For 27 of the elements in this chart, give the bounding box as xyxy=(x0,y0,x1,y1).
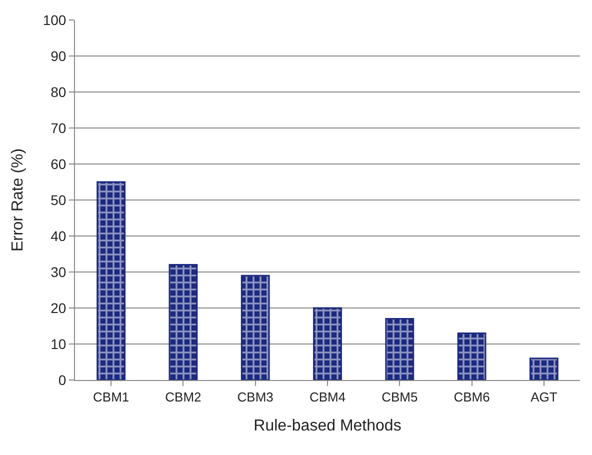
y-tick-label: 90 xyxy=(50,48,66,64)
bar xyxy=(457,332,486,380)
y-tick-label: 0 xyxy=(58,372,66,388)
x-tick-label: AGT xyxy=(530,390,558,405)
y-tick-label: 10 xyxy=(50,336,66,352)
y-tick-label: 80 xyxy=(50,84,66,100)
bar xyxy=(240,274,270,380)
y-tick-label: 100 xyxy=(42,12,66,28)
bar xyxy=(96,181,126,380)
y-tick-label: 50 xyxy=(50,192,66,208)
x-tick-label: CBM3 xyxy=(237,390,274,405)
bar xyxy=(313,307,342,380)
x-tick-label: CBM5 xyxy=(382,390,418,405)
bar xyxy=(168,264,198,380)
y-tick-label: 30 xyxy=(50,264,66,280)
x-tick-label: CBM6 xyxy=(454,390,490,405)
x-axis-title: Rule-based Methods xyxy=(254,417,402,434)
bar xyxy=(385,318,414,380)
y-tick-label: 60 xyxy=(50,156,66,172)
bar xyxy=(529,358,558,380)
y-tick-label: 40 xyxy=(50,228,66,244)
y-tick-label: 20 xyxy=(50,300,66,316)
x-tick-label: CBM2 xyxy=(165,390,202,405)
y-axis-title: Error Rate (%) xyxy=(10,148,27,252)
x-tick-label: CBM4 xyxy=(309,390,346,405)
y-tick-label: 70 xyxy=(50,120,66,136)
x-tick-label: CBM1 xyxy=(93,390,130,405)
